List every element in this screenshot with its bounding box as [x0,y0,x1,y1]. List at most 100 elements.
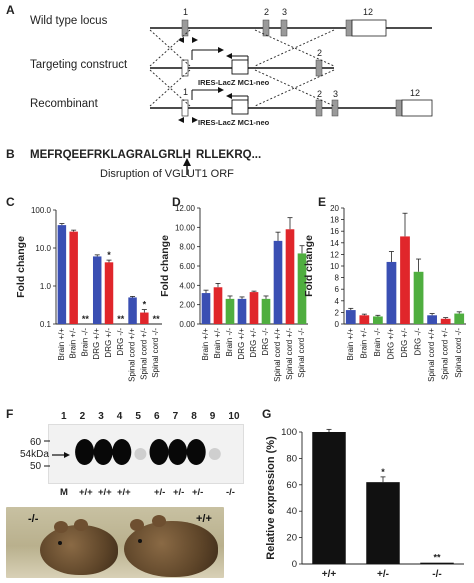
wt-exon-12-label: 12 [363,7,374,17]
y-tick-label: 10.0 [35,244,51,253]
mw-54kda: 54kDa [20,449,49,460]
bar [312,432,346,564]
bar [128,297,137,324]
y-tick-label: 6 [335,285,340,294]
protein-band [93,439,113,465]
panel-label-a: A [6,3,15,17]
protein-band [112,439,132,465]
y-axis-label: Relative expression (%) [265,436,277,560]
x-tick-label: Brain +/- [359,328,368,359]
y-axis-label: Fold change [15,236,27,298]
x-tick-label: DRG -/- [261,328,270,356]
photo-label-ko: -/- [28,513,39,525]
y-axis-label: Fold change [303,235,315,297]
x-tick-label: DRG +/+ [237,328,246,360]
lane-number: 2 [79,411,86,422]
wt-exon-2-label: 2 [264,7,270,17]
y-tick-label: 10.00 [175,223,196,232]
x-tick-label: DRG +/- [104,328,113,358]
rec-exon-2 [315,99,323,117]
bar [413,271,424,324]
bar [454,313,465,324]
x-tick-label: Brain +/+ [346,328,355,361]
bar [366,482,400,564]
y-tick-label: 14 [330,239,339,248]
lane-genotype: +/+ [98,487,112,498]
y-tick-label: 100.0 [31,206,52,215]
x-tick-label: Spinal cord +/+ [427,328,436,382]
x-tick-label: Spinal cord +/- [441,328,450,380]
x-tick-label: Brain -/- [80,328,89,357]
lane-genotype: +/- [154,487,166,498]
rec-exon-12b [401,99,433,117]
x-tick-label: DRG -/- [116,328,125,356]
rec-exon-1-label: 1 [183,87,189,97]
bar [285,229,295,324]
mw-60: 60 [30,437,42,448]
x-tick-label: Spinal cord +/+ [273,328,282,382]
bar [261,298,271,324]
y-tick-label: 40 [286,506,297,517]
x-tick-label: Brain +/- [69,328,78,359]
panel-a-diagram [149,19,433,123]
y-tick-label: 60 [286,480,297,491]
bar [213,287,223,324]
significance-mark: ** [82,314,90,324]
chart-g: 0 20 40 60 80 100 Relative expression (%) +/+ * +… [265,427,464,580]
chart-d: 0.00 2.00 4.00 6.00 8.00 10.00 12.00 Fold chang… [159,204,308,382]
bar [386,261,397,324]
lane-number: 10 [228,411,240,422]
row-wild-type: Wild type locus [30,15,108,27]
protein-band [75,439,95,465]
x-tick-label: Spinal cord +/- [285,328,294,380]
y-tick-label: 0.00 [179,320,195,329]
lane-number: 1 [61,411,67,422]
bar [345,310,356,324]
x-tick-label: DRG +/- [400,328,409,358]
y-tick-label: 8 [335,274,340,283]
cassette-label-construct: IRES-LacZ MC1-neo [198,78,270,87]
protein-band [149,439,169,465]
bar [92,256,102,324]
y-tick-label: 8.00 [179,243,195,252]
bar [373,316,383,324]
wt-exon-2 [262,19,270,37]
tc-exon-2 [315,59,323,77]
lane-number: 3 [98,411,104,422]
lane-genotype: +/- [192,487,204,498]
y-tick-label: 100 [281,427,297,438]
wt-exon-1 [181,19,189,37]
x-tick-label: DRG +/+ [386,328,395,360]
x-tick-label: Spinal cord +/+ [128,328,137,382]
wt-exon-12b [351,19,387,37]
tc-exon-1 [181,59,189,77]
y-tick-label: 80 [286,453,297,464]
y-tick-label: 2 [335,308,340,317]
x-tick-label: Brain +/+ [57,328,66,361]
tc-exon-2-label: 2 [317,48,323,58]
bar [400,236,410,324]
protein-band [168,439,188,465]
y-tick-label: 16 [330,227,339,236]
bar [104,262,114,324]
significance-mark: ** [433,553,441,563]
bar [140,312,149,324]
bar [201,293,211,324]
y-tick-label: 0 [335,320,340,329]
y-tick-label: 20 [286,533,297,544]
bar [237,298,247,324]
protein-sequence-left: MEFRQEEFRKLAGRALGRLH [30,149,191,161]
lane-genotype: +/- [173,487,185,498]
lane-genotype: +/+ [79,487,93,498]
y-tick-label: 1.0 [40,282,52,291]
row-recombinant: Recombinant [30,98,98,110]
x-tick-label: DRG +/+ [92,328,101,360]
disruption-caption: Disruption of VGLUT1 ORF [100,168,234,180]
significance-mark: * [381,467,385,477]
faint-band [208,448,221,460]
rec-exon-1 [181,99,189,117]
y-tick-label: 12.00 [175,204,196,213]
wt-exon-1-label: 1 [183,7,189,17]
panel-label-e: E [318,195,327,209]
